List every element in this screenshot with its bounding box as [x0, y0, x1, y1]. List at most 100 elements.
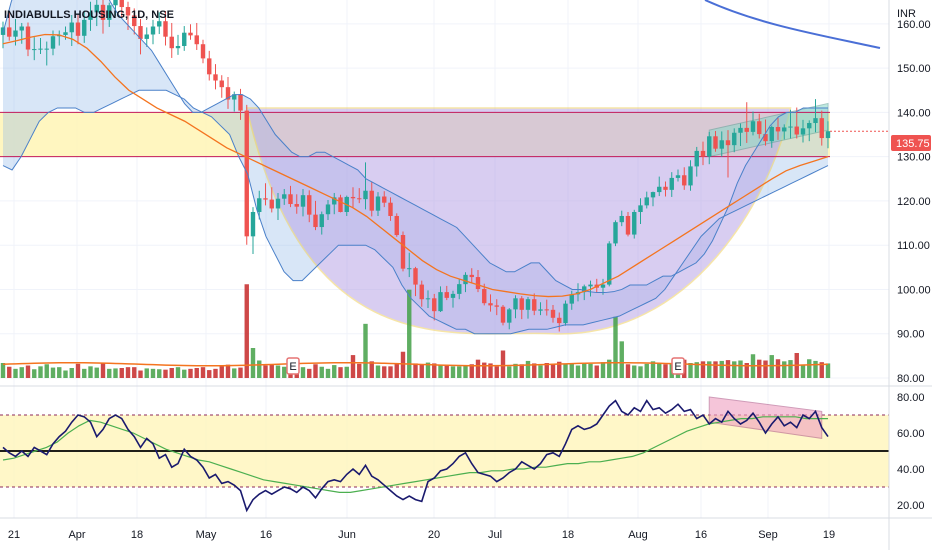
candle[interactable]: [544, 299, 549, 316]
candle[interactable]: [282, 188, 287, 205]
candle[interactable]: [107, 2, 112, 27]
candle[interactable]: [213, 64, 218, 90]
candle[interactable]: [150, 19, 156, 45]
candle[interactable]: [388, 197, 393, 221]
candle[interactable]: [807, 120, 812, 142]
candle[interactable]: [588, 280, 593, 297]
candle[interactable]: [119, 0, 124, 18]
candle[interactable]: [275, 192, 281, 220]
candle[interactable]: [519, 296, 524, 320]
candle[interactable]: [100, 0, 106, 34]
candle[interactable]: [513, 295, 518, 319]
candle[interactable]: [557, 312, 562, 332]
candle[interactable]: [338, 194, 343, 213]
candle[interactable]: [663, 181, 668, 197]
candle[interactable]: [750, 111, 756, 136]
candle[interactable]: [19, 22, 24, 44]
candle[interactable]: [138, 18, 143, 55]
candle[interactable]: [75, 15, 81, 45]
candle[interactable]: [632, 209, 637, 239]
candle[interactable]: [794, 107, 799, 139]
candle[interactable]: [419, 280, 424, 307]
candle[interactable]: [244, 104, 249, 245]
candle[interactable]: [382, 191, 387, 208]
candle[interactable]: [525, 296, 531, 319]
candle[interactable]: [800, 119, 806, 143]
candle[interactable]: [413, 266, 418, 297]
candle[interactable]: [738, 123, 743, 147]
candle[interactable]: [444, 285, 449, 301]
candle[interactable]: [225, 76, 231, 109]
candle[interactable]: [407, 252, 412, 278]
candle[interactable]: [607, 241, 612, 287]
candle[interactable]: [563, 300, 568, 326]
candle[interactable]: [200, 39, 206, 64]
candle[interactable]: [163, 11, 168, 46]
candle[interactable]: [69, 15, 74, 46]
candle[interactable]: [625, 211, 631, 237]
candle[interactable]: [475, 269, 481, 293]
candle[interactable]: [144, 27, 149, 47]
candle[interactable]: [825, 121, 831, 149]
candle[interactable]: [250, 207, 256, 255]
candle[interactable]: [457, 279, 462, 300]
candle[interactable]: [363, 162, 368, 210]
candle[interactable]: [425, 290, 431, 309]
candle[interactable]: [325, 200, 331, 220]
candle[interactable]: [432, 293, 437, 321]
candle[interactable]: [82, 10, 87, 43]
candle[interactable]: [307, 190, 312, 223]
candle[interactable]: [744, 102, 749, 143]
candle[interactable]: [219, 75, 224, 98]
candle[interactable]: [44, 41, 49, 66]
candle[interactable]: [769, 125, 774, 148]
candle[interactable]: [132, 8, 137, 35]
candle[interactable]: [157, 12, 162, 35]
candle[interactable]: [357, 188, 362, 204]
candle[interactable]: [300, 188, 306, 217]
candle[interactable]: [269, 187, 274, 213]
candle[interactable]: [7, 12, 12, 41]
candle[interactable]: [188, 24, 193, 40]
candle[interactable]: [332, 192, 337, 215]
candle[interactable]: [550, 304, 556, 323]
candle[interactable]: [532, 293, 537, 316]
candle[interactable]: [194, 22, 199, 50]
candle[interactable]: [813, 99, 818, 133]
candle[interactable]: [582, 284, 587, 301]
candle[interactable]: [507, 308, 512, 330]
candle[interactable]: [707, 131, 712, 165]
candle[interactable]: [675, 169, 681, 182]
candle[interactable]: [257, 190, 262, 220]
candle[interactable]: [375, 192, 381, 216]
candle[interactable]: [350, 187, 356, 209]
candle[interactable]: [700, 141, 706, 166]
candle[interactable]: [694, 146, 699, 177]
candle[interactable]: [613, 220, 618, 247]
candle[interactable]: [238, 88, 243, 120]
candle[interactable]: [438, 286, 443, 313]
candle[interactable]: [669, 172, 674, 197]
candle[interactable]: [494, 299, 499, 316]
candle[interactable]: [732, 128, 737, 153]
candle[interactable]: [169, 22, 174, 58]
candle[interactable]: [650, 191, 656, 207]
candle[interactable]: [94, 0, 99, 27]
candle[interactable]: [394, 213, 399, 237]
candle[interactable]: [488, 294, 493, 312]
candle[interactable]: [657, 176, 662, 197]
candle[interactable]: [725, 130, 731, 178]
candle[interactable]: [713, 130, 718, 152]
candle[interactable]: [450, 290, 456, 308]
candle[interactable]: [644, 191, 649, 209]
candle[interactable]: [757, 113, 762, 139]
candle[interactable]: [782, 124, 787, 140]
candle[interactable]: [38, 38, 43, 54]
candle[interactable]: [32, 37, 37, 61]
candle[interactable]: [538, 302, 543, 316]
candle[interactable]: [688, 160, 693, 191]
candle[interactable]: [719, 131, 724, 157]
candle[interactable]: [463, 272, 468, 293]
candle[interactable]: [500, 304, 506, 326]
candle[interactable]: [175, 34, 181, 55]
